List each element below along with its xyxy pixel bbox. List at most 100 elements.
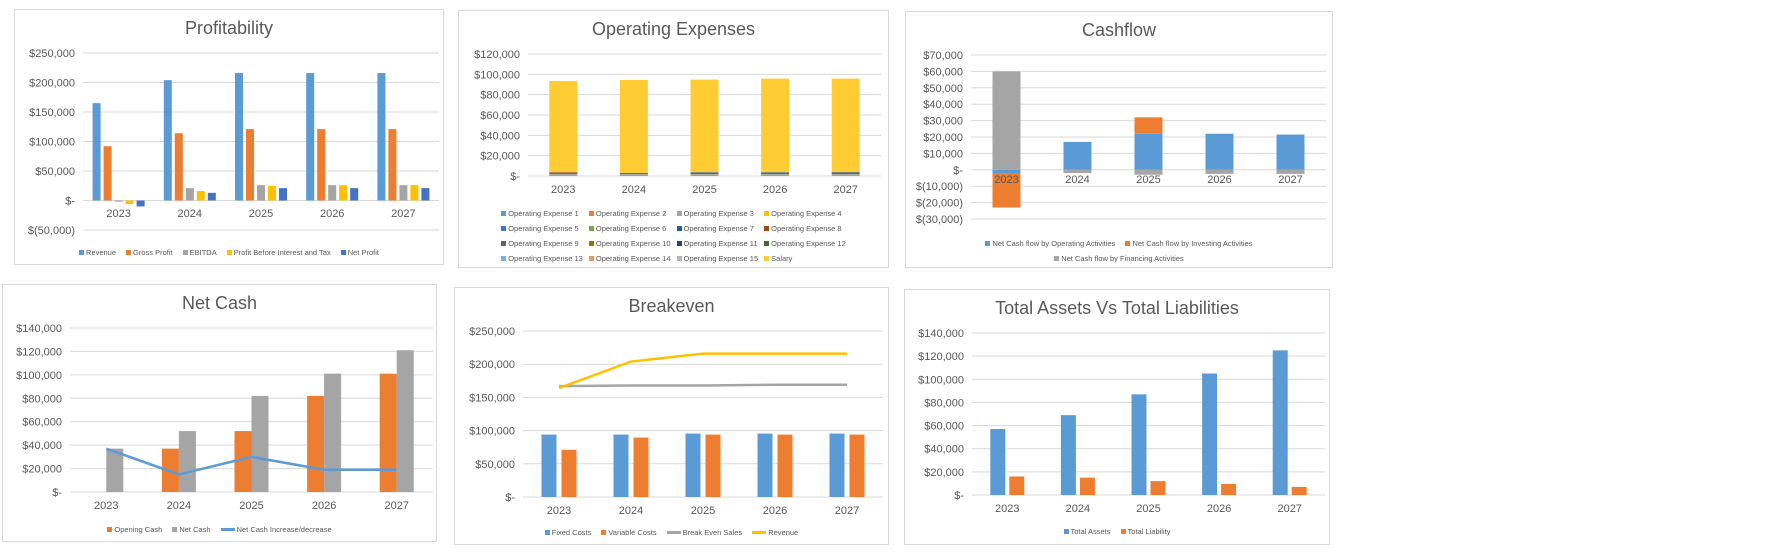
legend-item[interactable]: Net Cash flow by Investing Activities — [1125, 239, 1253, 248]
legend-item[interactable]: Fixed Costs — [544, 528, 591, 537]
legend-item[interactable]: Operating Expense 13 — [501, 254, 583, 263]
bar[interactable] — [328, 185, 337, 201]
bar[interactable] — [178, 431, 196, 492]
bar[interactable] — [114, 200, 123, 202]
legend-item[interactable]: Operating Expense 9 — [501, 239, 583, 248]
bar-segment[interactable] — [619, 175, 648, 176]
series-line[interactable] — [105, 447, 397, 476]
bar-segment[interactable] — [831, 172, 860, 174]
legend-item[interactable]: Net Profit — [340, 248, 379, 257]
bar[interactable] — [399, 185, 408, 201]
bar[interactable] — [207, 192, 216, 201]
bar[interactable] — [196, 191, 205, 201]
legend-item[interactable]: Operating Expense 5 — [501, 224, 583, 233]
bar-segment[interactable] — [992, 169, 1021, 174]
legend-item[interactable]: Operating Expense 7 — [676, 224, 759, 233]
bar[interactable] — [279, 188, 287, 201]
breakeven-chart[interactable]: Breakeven $- $50,000 $100,000 $150,000 $200,… — [454, 287, 889, 545]
bar-segment[interactable] — [761, 175, 790, 176]
bar-segment[interactable] — [549, 175, 578, 176]
bar-segment[interactable] — [761, 173, 790, 175]
bar[interactable] — [306, 73, 315, 201]
series-line[interactable] — [558, 383, 847, 388]
bar-segment[interactable] — [690, 175, 719, 176]
bar[interactable] — [613, 434, 629, 497]
bar-segment[interactable] — [1276, 169, 1305, 174]
legend-item[interactable]: Salary — [764, 254, 846, 263]
bar-segment[interactable] — [690, 173, 719, 175]
legend-item[interactable]: Profit Before Interest and Tax — [226, 248, 331, 257]
bar[interactable] — [1009, 476, 1025, 495]
bar-segment[interactable] — [1276, 134, 1305, 170]
bar-segment[interactable] — [1134, 133, 1163, 170]
bar[interactable] — [1221, 484, 1237, 495]
bar-segment[interactable] — [831, 173, 860, 175]
operating-expenses-chart[interactable]: Operating Expenses $- $20,000 $40,000 $60,0… — [458, 10, 889, 268]
bar-segment[interactable] — [619, 174, 648, 176]
bar[interactable] — [757, 433, 773, 497]
bar[interactable] — [185, 188, 194, 201]
legend-item[interactable]: Opening Cash — [107, 525, 162, 534]
bar[interactable] — [350, 188, 359, 201]
bar[interactable] — [174, 133, 183, 201]
bar-segment[interactable] — [1134, 117, 1163, 134]
bar[interactable] — [421, 188, 430, 201]
bar[interactable] — [1202, 373, 1218, 496]
bar[interactable] — [396, 350, 414, 492]
legend-item[interactable]: Operating Expense 14 — [588, 254, 671, 263]
bar[interactable] — [268, 185, 276, 201]
bar-segment[interactable] — [549, 174, 578, 176]
bar-segment[interactable] — [1134, 169, 1163, 175]
bar[interactable] — [106, 448, 124, 492]
legend-item[interactable]: Net Cash flow by Operating Activities — [985, 239, 1115, 248]
bar-segment[interactable] — [761, 174, 790, 176]
bar-segment[interactable] — [992, 71, 1021, 170]
bar[interactable] — [541, 434, 557, 497]
legend-item[interactable]: Gross Profit — [126, 248, 173, 257]
legend-item[interactable]: Operating Expense 15 — [676, 254, 758, 263]
bar-segment[interactable] — [831, 175, 860, 176]
bar[interactable] — [246, 129, 254, 201]
bar-segment[interactable] — [831, 174, 860, 176]
bar-segment[interactable] — [992, 173, 1021, 208]
profitability-chart[interactable]: Profitability $(50,000) $- $50,000 $100,000… — [14, 9, 444, 265]
legend-item[interactable]: Operating Expense 4 — [764, 209, 846, 218]
bar-segment[interactable] — [1205, 169, 1234, 174]
bar[interactable] — [163, 80, 172, 201]
bar[interactable] — [1291, 486, 1307, 495]
net-cash-chart[interactable]: Net Cash $- $20,000 $40,000 $60,000 $80,000 $… — [2, 284, 437, 542]
legend-item[interactable]: Operating Expense 8 — [764, 224, 846, 233]
legend-item[interactable]: EBITDA — [182, 248, 217, 257]
legend-item[interactable]: Net Cash flow by Financing Activities — [1054, 254, 1184, 263]
legend-item[interactable]: Total Assets — [1063, 527, 1111, 536]
bar[interactable] — [685, 433, 701, 497]
bar[interactable] — [317, 129, 326, 201]
legend-item[interactable]: Operating Expense 10 — [588, 239, 671, 248]
bar[interactable] — [235, 73, 243, 201]
series-line[interactable] — [558, 352, 847, 390]
bar[interactable] — [777, 434, 793, 497]
bar[interactable] — [257, 185, 265, 201]
bar-segment[interactable] — [549, 80, 578, 173]
bar[interactable] — [251, 395, 269, 492]
bar[interactable] — [1272, 350, 1288, 495]
bar[interactable] — [829, 433, 845, 497]
legend-item[interactable]: Operating Expense 3 — [676, 209, 759, 218]
legend-item[interactable]: Net Cash Increase/decrease — [220, 525, 332, 534]
bar[interactable] — [125, 200, 134, 205]
legend-item[interactable]: Operating Expense 2 — [588, 209, 671, 218]
bar[interactable] — [1131, 394, 1147, 495]
bar-segment[interactable] — [619, 173, 648, 175]
bar[interactable] — [92, 103, 101, 201]
bar[interactable] — [324, 373, 342, 492]
bar-segment[interactable] — [619, 79, 648, 173]
bar[interactable] — [379, 373, 397, 492]
bar[interactable] — [136, 200, 145, 207]
bar[interactable] — [849, 434, 865, 497]
bar-segment[interactable] — [1063, 169, 1092, 174]
bar-segment[interactable] — [690, 174, 719, 176]
bar-segment[interactable] — [761, 172, 790, 174]
legend-item[interactable]: Net Cash — [172, 525, 211, 534]
bar-segment[interactable] — [549, 172, 578, 173]
bar[interactable] — [705, 434, 721, 497]
